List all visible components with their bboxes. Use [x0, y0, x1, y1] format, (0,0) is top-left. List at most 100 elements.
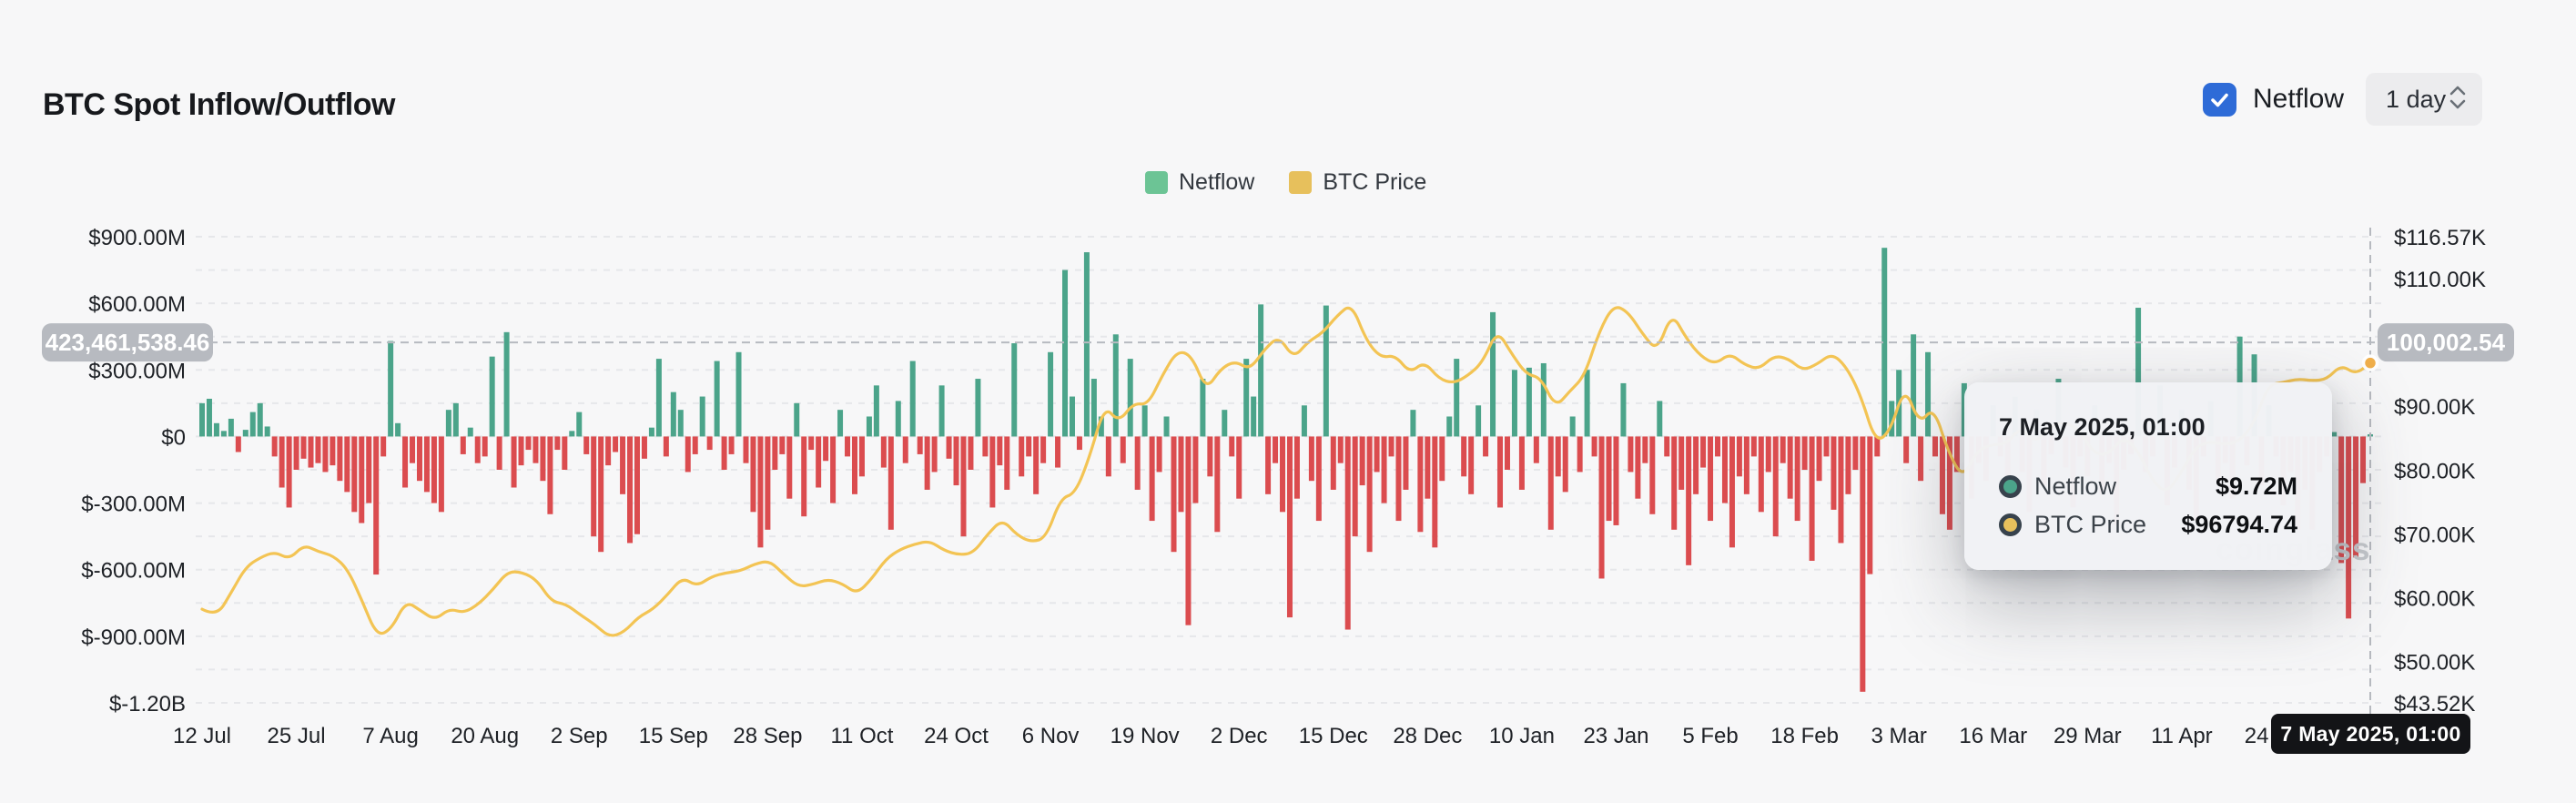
netflow-bar[interactable] [373, 436, 380, 575]
netflow-bar[interactable] [1069, 396, 1075, 437]
netflow-bar[interactable] [1337, 436, 1344, 463]
netflow-bar[interactable] [895, 401, 901, 437]
netflow-bar[interactable] [982, 436, 989, 457]
netflow-bar[interactable] [692, 436, 698, 454]
netflow-bar[interactable] [1925, 351, 1932, 437]
netflow-bar[interactable] [1750, 436, 1757, 457]
netflow-bar[interactable] [714, 361, 720, 437]
netflow-bar[interactable] [968, 436, 974, 470]
netflow-bar[interactable] [1780, 436, 1786, 463]
netflow-bar[interactable] [1344, 436, 1351, 630]
netflow-bar[interactable] [1801, 436, 1808, 470]
netflow-bar[interactable] [431, 436, 437, 503]
netflow-bar[interactable] [634, 436, 640, 534]
netflow-bar[interactable] [858, 436, 865, 477]
netflow-bar[interactable] [1446, 416, 1453, 437]
netflow-bar[interactable] [1243, 359, 1250, 437]
netflow-bar[interactable] [1613, 436, 1619, 525]
netflow-bar[interactable] [286, 436, 292, 508]
netflow-bar[interactable] [641, 436, 647, 459]
netflow-bar[interactable] [851, 436, 857, 494]
netflow-bar[interactable] [2353, 436, 2359, 558]
netflow-bar[interactable] [613, 436, 619, 452]
netflow-bar[interactable] [308, 436, 314, 468]
netflow-bar[interactable] [482, 436, 488, 457]
netflow-bar[interactable] [1693, 436, 1699, 494]
netflow-bar[interactable] [438, 436, 444, 513]
netflow-bar[interactable] [1715, 436, 1721, 457]
netflow-bar[interactable] [1207, 436, 1213, 477]
netflow-bar[interactable] [583, 436, 590, 454]
netflow-bar[interactable] [1273, 436, 1279, 463]
netflow-bar[interactable] [953, 436, 959, 486]
netflow-bar[interactable] [228, 418, 234, 437]
netflow-bar[interactable] [794, 402, 800, 437]
netflow-bar[interactable] [772, 436, 778, 470]
netflow-bar[interactable] [554, 436, 561, 451]
netflow-bar[interactable] [1591, 436, 1597, 457]
netflow-bar[interactable] [1743, 436, 1749, 494]
netflow-bar[interactable] [220, 431, 227, 437]
netflow-bar[interactable] [1192, 436, 1199, 503]
netflow-bar[interactable] [845, 436, 851, 457]
netflow-bar[interactable] [1374, 436, 1380, 473]
netflow-bar[interactable] [1403, 436, 1409, 490]
netflow-bar[interactable] [1838, 436, 1844, 544]
netflow-bar[interactable] [293, 436, 299, 470]
netflow-bar[interactable] [213, 422, 219, 437]
netflow-bar[interactable] [489, 356, 495, 437]
netflow-checkbox[interactable] [2203, 82, 2236, 117]
netflow-bar[interactable] [460, 436, 466, 454]
netflow-bar[interactable] [1700, 436, 1707, 468]
netflow-bar[interactable] [765, 436, 771, 530]
netflow-bar[interactable] [1105, 436, 1111, 477]
netflow-bar[interactable] [1265, 436, 1272, 494]
netflow-bar[interactable] [1026, 436, 1032, 457]
netflow-bar[interactable] [655, 359, 662, 437]
netflow-bar[interactable] [1352, 436, 1358, 537]
netflow-bar[interactable] [1526, 367, 1532, 437]
netflow-bar[interactable] [1889, 401, 1895, 437]
netflow-bar[interactable] [648, 427, 654, 437]
netflow-bar[interactable] [938, 385, 945, 437]
netflow-bar[interactable] [1708, 436, 1714, 522]
netflow-bar[interactable] [576, 412, 583, 437]
netflow-bar[interactable] [1019, 436, 1025, 477]
netflow-bar[interactable] [423, 436, 430, 493]
netflow-bar[interactable] [474, 436, 481, 463]
netflow-bar[interactable] [410, 436, 416, 463]
netflow-bar[interactable] [1765, 436, 1771, 473]
netflow-bar[interactable] [562, 436, 568, 470]
netflow-bar[interactable] [1468, 436, 1475, 494]
netflow-bar[interactable] [931, 436, 938, 473]
netflow-bar[interactable] [1425, 436, 1431, 499]
netflow-bar[interactable] [1454, 359, 1460, 437]
netflow-bar[interactable] [1729, 436, 1735, 548]
netflow-bar[interactable] [1518, 436, 1525, 490]
netflow-bar[interactable] [1286, 436, 1293, 618]
netflow-bar[interactable] [598, 436, 604, 553]
netflow-bar[interactable] [1381, 436, 1387, 503]
netflow-bar[interactable] [1083, 252, 1090, 437]
netflow-bar[interactable] [887, 436, 894, 530]
netflow-bar[interactable] [540, 436, 546, 482]
netflow-bar[interactable] [402, 436, 409, 488]
netflow-bar[interactable] [388, 341, 394, 437]
netflow-bar[interactable] [366, 436, 372, 503]
netflow-bar[interactable] [395, 422, 401, 437]
netflow-bar[interactable] [2338, 436, 2345, 564]
netflow-bar[interactable] [1011, 343, 1018, 437]
netflow-bar[interactable] [1410, 410, 1416, 437]
netflow-bar[interactable] [1258, 304, 1264, 437]
netflow-bar[interactable] [1772, 436, 1779, 537]
netflow-bar[interactable] [873, 385, 879, 437]
netflow-bar[interactable] [1628, 436, 1634, 473]
netflow-bar[interactable] [743, 436, 749, 463]
netflow-bar[interactable] [1134, 436, 1141, 490]
netflow-bar[interactable] [880, 436, 887, 468]
netflow-bar[interactable] [1867, 436, 1873, 574]
legend-item-netflow[interactable]: Netflow [1145, 169, 1254, 196]
netflow-bar[interactable] [1229, 436, 1235, 457]
netflow-bar[interactable] [257, 402, 263, 437]
netflow-bar[interactable] [1736, 436, 1742, 477]
